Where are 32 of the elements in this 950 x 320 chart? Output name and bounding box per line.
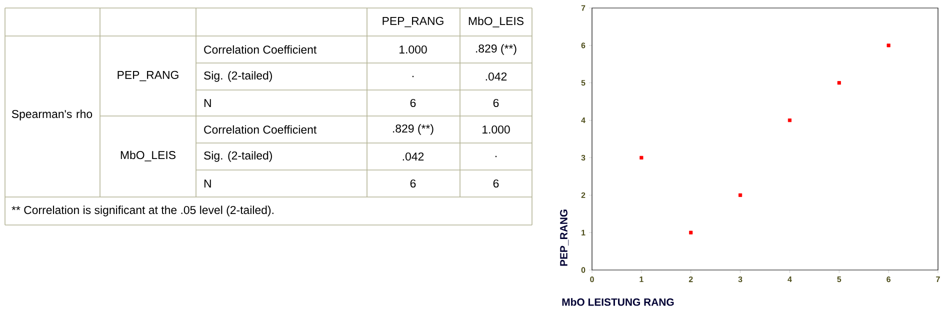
point	[886, 44, 890, 48]
text: .	[412, 76, 414, 78]
text: 6	[410, 98, 416, 108]
text: Sig. (2-tailed)	[204, 71, 272, 82]
text: MbO_LEIS	[468, 16, 524, 28]
text: .829 (**)	[476, 44, 516, 55]
text: 1.000	[482, 125, 510, 134]
text: .042	[486, 72, 507, 81]
text: PEP_RANG	[118, 70, 178, 82]
point	[689, 230, 693, 234]
text: .042	[402, 152, 424, 161]
text: 6	[493, 98, 499, 108]
x-axis-title: MbO LEISTUNG RANG	[562, 298, 674, 306]
text: .	[495, 156, 497, 158]
text: MbO_LEIS	[120, 150, 176, 162]
text: Sig. (2-tailed)	[204, 151, 272, 162]
point	[738, 193, 742, 197]
point	[788, 118, 792, 122]
text: Correlation Coefficient	[204, 45, 317, 54]
text: N	[204, 180, 211, 188]
text: 6	[493, 179, 499, 188]
text: PEP_RANG	[382, 16, 444, 28]
text: ** Correlation is significant at the .05 level (2-tailed).	[12, 206, 274, 216]
text: .829 (**)	[393, 124, 434, 135]
point	[837, 81, 841, 85]
text: Spearman's rho	[12, 110, 92, 120]
text: N	[204, 99, 211, 107]
text: 1.000	[400, 45, 427, 54]
point	[640, 156, 644, 160]
y-axis-title: PEP_RANG	[560, 210, 569, 266]
text: Correlation Coefficient	[204, 125, 317, 134]
text: 6	[410, 179, 416, 188]
